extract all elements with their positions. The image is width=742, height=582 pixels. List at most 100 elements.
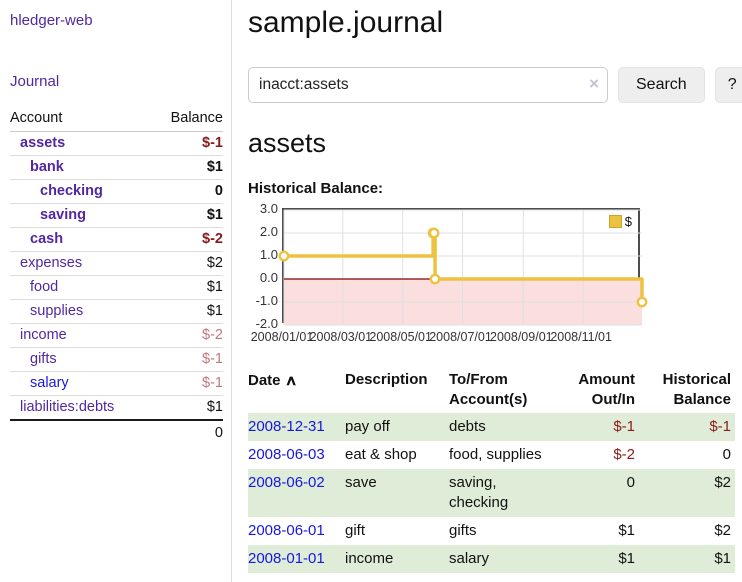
account-row: gifts $-1: [10, 347, 223, 372]
y-axis-tick-label: 2.0: [259, 224, 278, 239]
y-axis-tick-label: 1.0: [259, 247, 278, 262]
transaction-balance: $2: [714, 522, 731, 539]
transaction-date-link[interactable]: 2008-06-02: [248, 474, 325, 491]
transaction-accounts: salary: [449, 550, 490, 567]
account-link[interactable]: gifts: [30, 351, 57, 367]
account-balance: $-1: [151, 347, 223, 372]
total-balance: 0: [151, 419, 223, 445]
sidebar: hledger-web Journal Account Balance asse…: [0, 0, 232, 582]
account-link[interactable]: salary: [30, 375, 69, 391]
account-balance: $2: [151, 251, 223, 276]
chart-plot-area: $: [278, 208, 648, 326]
account-link[interactable]: cash: [30, 231, 64, 247]
account-balance: $-2: [151, 323, 223, 348]
account-column-header: Account: [10, 106, 152, 132]
total-row: 0: [10, 419, 223, 445]
sort-ascending-icon: ∧: [284, 372, 298, 388]
transaction-description: income: [345, 550, 394, 567]
account-row: supplies $1: [10, 299, 223, 324]
x-axis-tick-label: 2008/01/01: [250, 330, 314, 344]
x-axis-tick-label: 2008/05/01: [369, 330, 432, 344]
account-row: food $1: [10, 275, 223, 300]
x-axis-tick-label: 2008/03/01: [309, 330, 373, 344]
account-row: assets $-1: [10, 131, 223, 156]
transaction-accounts: saving, checking: [449, 474, 509, 511]
account-link[interactable]: saving: [40, 207, 86, 223]
account-row: salary $-1: [10, 371, 223, 396]
transaction-row: 2008-12-31 pay off debts $-1 $-1: [248, 413, 735, 441]
transaction-balance: $2: [714, 474, 731, 491]
account-link[interactable]: expenses: [20, 255, 83, 271]
legend-series-label: $: [624, 214, 632, 229]
account-link[interactable]: checking: [40, 183, 103, 199]
chart-legend: $: [605, 213, 635, 230]
account-balance: $-1: [151, 131, 223, 156]
amount-column-header: Amount Out/In: [578, 371, 635, 408]
account-link[interactable]: income: [20, 327, 67, 343]
account-row: checking 0: [10, 179, 223, 204]
account-row: income $-2: [10, 323, 223, 348]
search-input[interactable]: [248, 67, 608, 103]
account-balance: $1: [151, 275, 223, 300]
accounts-column-header: To/From Account(s): [449, 371, 528, 408]
account-balance: $1: [151, 299, 223, 324]
account-row: liabilities:debts $1: [10, 395, 223, 421]
account-link[interactable]: assets: [20, 135, 66, 151]
description-column-header: Description: [345, 371, 428, 388]
x-axis-tick-label: 2008/11/01: [550, 330, 612, 344]
sidebar-item-journal[interactable]: Journal: [10, 73, 60, 90]
account-balance-table: Account Balance assets $-1 bank $1 checking 0…: [10, 106, 223, 445]
transaction-description: gift: [345, 522, 366, 539]
search-bar: × Search ?: [248, 67, 742, 103]
transaction-row: 2008-01-01 income salary $1 $1: [248, 545, 735, 573]
account-row: bank $1: [10, 155, 223, 180]
account-link[interactable]: food: [30, 279, 59, 295]
account-balance: $-2: [151, 227, 223, 252]
transaction-date-link[interactable]: 2008-12-31: [248, 418, 325, 435]
account-link[interactable]: supplies: [30, 303, 84, 319]
transaction-amount: $-1: [613, 418, 635, 435]
date-column-header[interactable]: Date ∧: [248, 372, 298, 389]
account-link[interactable]: bank: [30, 159, 64, 175]
search-button[interactable]: Search: [618, 67, 705, 103]
register-table: Date ∧ Description To/From Account(s) Amo…: [248, 367, 735, 573]
main-content: sample.journal × Search ? assets Histori…: [232, 0, 742, 582]
balance-column-header: Balance: [151, 106, 223, 132]
transaction-date-link[interactable]: 2008-01-01: [248, 550, 325, 567]
transaction-row: 2008-06-02 save saving, checking 0 $2: [248, 469, 735, 517]
transaction-date-link[interactable]: 2008-06-03: [248, 446, 325, 463]
transaction-amount: $1: [618, 522, 635, 539]
account-balance: $1: [151, 155, 223, 180]
account-balance: $1: [151, 395, 223, 421]
help-button[interactable]: ?: [714, 67, 742, 103]
transaction-balance: 0: [722, 446, 731, 463]
account-row: saving $1: [10, 203, 223, 228]
clear-search-icon[interactable]: ×: [589, 74, 599, 93]
transaction-row: 2008-06-01 gift gifts $1 $2: [248, 517, 735, 545]
x-axis-tick-label: 2008/07/01: [429, 330, 492, 344]
transaction-amount: 0: [626, 474, 635, 491]
historical-balance-chart: 3.0 2.0 1.0 0.0 -1.0 -2.0 2008/01/01 2008/03/01…: [248, 201, 728, 346]
x-axis-tick-label: 2008/09/01: [490, 330, 553, 344]
balance-column-header-register: Historical Balance: [662, 371, 731, 408]
account-heading: assets: [248, 128, 327, 158]
brand-link[interactable]: hledger-web: [10, 12, 93, 29]
transaction-row: 2008-06-03 eat & shop food, supplies $-2 0: [248, 441, 735, 469]
transaction-date-link[interactable]: 2008-06-01: [248, 522, 325, 539]
account-link[interactable]: liabilities:debts: [20, 399, 115, 415]
transaction-balance: $1: [714, 550, 731, 567]
legend-series-swatch: [608, 215, 622, 228]
page-title: sample.journal: [248, 6, 444, 39]
account-balance: 0: [151, 179, 223, 204]
transaction-amount: $1: [618, 550, 635, 567]
transaction-balance: $-1: [709, 418, 731, 435]
y-axis-tick-label: -2.0: [255, 316, 278, 331]
chart-title: Historical Balance:: [248, 180, 384, 197]
y-axis-tick-label: 0.0: [259, 270, 278, 285]
register-header-row: Date ∧ Description To/From Account(s) Amo…: [248, 367, 735, 413]
account-row: expenses $2: [10, 251, 223, 276]
account-balance: $-1: [151, 371, 223, 396]
account-table-header: Account Balance: [10, 106, 223, 132]
transaction-accounts: food, supplies: [449, 446, 542, 463]
transaction-amount: $-2: [613, 446, 635, 463]
